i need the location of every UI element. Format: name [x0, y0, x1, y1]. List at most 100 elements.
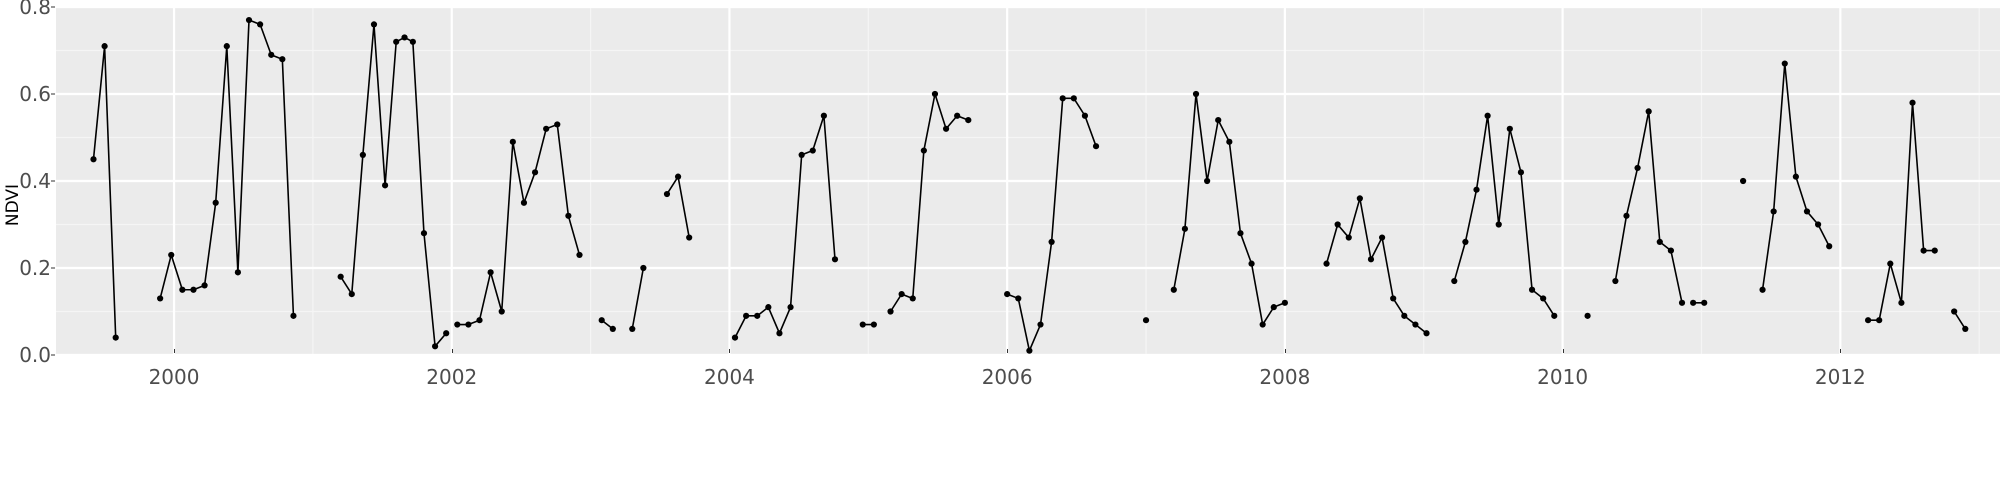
data-point: [576, 251, 583, 259]
x-axis-tick-mark: [174, 349, 176, 353]
x-axis-tick-label: 2002: [426, 365, 478, 389]
data-point: [787, 304, 794, 311]
data-point: [1864, 317, 1872, 324]
data-point: [337, 273, 344, 280]
data-point: [1181, 225, 1189, 232]
data-point: [1612, 277, 1619, 285]
data-point: [1495, 221, 1502, 228]
x-axis-tick-label: 2010: [1537, 365, 1589, 389]
data-point: [393, 38, 400, 45]
data-point: [1334, 221, 1341, 228]
data-point: [543, 125, 550, 132]
data-point: [686, 234, 693, 241]
data-point: [1323, 260, 1330, 267]
data-point: [290, 312, 297, 319]
data-point: [1192, 90, 1200, 98]
data-point: [776, 330, 783, 337]
data-point: [1506, 125, 1513, 132]
data-point: [1451, 277, 1458, 285]
data-point: [1484, 112, 1491, 119]
data-point: [157, 295, 164, 302]
data-point: [1898, 299, 1905, 306]
data-point: [465, 321, 472, 328]
data-point: [1215, 117, 1222, 124]
y-axis-tick-labels: 0.0 0.2 0.4 0.6 0.8: [0, 0, 51, 500]
data-point: [268, 51, 275, 58]
data-point: [1690, 299, 1697, 306]
data-point: [1259, 321, 1266, 328]
x-axis-tick-mark: [1840, 349, 1842, 353]
data-point: [359, 151, 366, 158]
data-point: [1759, 286, 1766, 293]
data-point: [1026, 347, 1033, 354]
data-point: [1551, 312, 1558, 319]
data-point: [870, 321, 877, 328]
data-point: [90, 156, 97, 163]
data-point: [1401, 312, 1408, 319]
data-point: [348, 291, 355, 298]
data-point: [1909, 99, 1916, 106]
y-axis-tick-mark: [51, 354, 55, 356]
data-point: [520, 199, 528, 206]
data-point: [859, 321, 866, 328]
data-point: [1815, 221, 1822, 228]
data-point: [598, 317, 605, 324]
data-point: [1781, 60, 1788, 67]
data-point: [401, 34, 408, 41]
data-point: [1142, 317, 1150, 324]
data-point: [1770, 208, 1777, 215]
data-point: [1170, 286, 1177, 293]
y-axis-tick-mark: [51, 6, 55, 8]
data-point: [409, 38, 416, 45]
data-point: [765, 304, 772, 311]
y-axis-tick-mark: [51, 180, 55, 182]
data-point: [1412, 321, 1419, 328]
data-layer: [90, 16, 1969, 354]
data-point: [234, 269, 241, 276]
data-point: [1462, 238, 1469, 245]
data-point: [898, 291, 905, 298]
y-axis-tick-label: 0.8: [19, 0, 51, 19]
data-point: [942, 125, 950, 132]
x-axis-tick-mark: [451, 349, 453, 353]
x-axis-tick-mark: [1007, 349, 1009, 353]
data-point: [1623, 212, 1630, 219]
data-point: [443, 330, 450, 337]
data-point: [370, 21, 378, 28]
data-point: [1803, 208, 1811, 215]
data-point: [1081, 112, 1089, 119]
y-axis-tick-label: 0.0: [19, 343, 51, 367]
data-point: [454, 321, 461, 328]
data-point: [565, 212, 572, 219]
data-point: [1584, 312, 1591, 319]
data-point: [1423, 330, 1430, 337]
data-point: [1248, 260, 1255, 267]
data-point: [809, 147, 816, 154]
data-point: [1390, 295, 1397, 302]
data-point: [1281, 299, 1288, 306]
data-point: [954, 112, 961, 119]
data-point: [798, 151, 805, 158]
data-point: [1237, 230, 1244, 237]
data-point: [112, 334, 119, 341]
data-point: [609, 325, 616, 332]
data-point: [629, 325, 636, 332]
data-point: [509, 138, 516, 145]
y-axis-tick-mark: [51, 267, 55, 269]
data-point: [1015, 295, 1022, 302]
data-point: [245, 16, 253, 24]
gridlines: [56, 7, 2000, 355]
data-point: [1092, 143, 1100, 150]
data-point: [1037, 321, 1044, 328]
data-point: [820, 112, 827, 119]
data-point: [1367, 256, 1375, 263]
data-line: [1325, 197, 1428, 335]
data-point: [1540, 295, 1547, 302]
data-point: [381, 182, 389, 189]
data-point: [1920, 247, 1927, 254]
data-point: [279, 56, 286, 63]
data-point: [1792, 173, 1799, 180]
data-point: [101, 43, 108, 50]
data-point: [831, 256, 839, 263]
